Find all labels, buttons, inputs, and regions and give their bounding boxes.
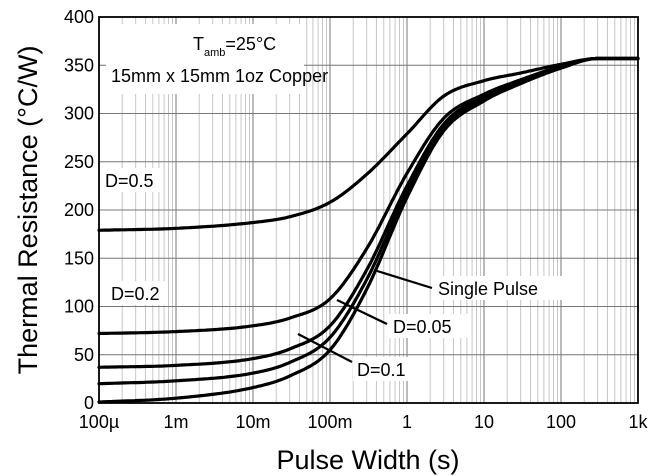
series-label-d05: D=0.5	[105, 171, 154, 191]
temperature-annotation: Tamb=25°C	[193, 34, 276, 59]
t-value: =25°C	[225, 34, 276, 54]
y-tick-label: 150	[64, 248, 94, 268]
y-tick-labels: 0 50 100 150 200 250 300 350 400	[64, 7, 94, 413]
series-label-d02: D=0.2	[111, 284, 160, 304]
label-bg-single	[434, 276, 576, 300]
series-label-d005: D=0.05	[393, 317, 452, 337]
y-tick-label: 0	[84, 393, 94, 413]
y-tick-label: 400	[64, 7, 94, 27]
x-axis-title: Pulse Width (s)	[276, 445, 459, 475]
x-tick-label: 100m	[307, 412, 352, 432]
series-line-single-pulse	[97, 56, 640, 404]
x-tick-label: 10m	[235, 412, 270, 432]
condition-box	[106, 24, 304, 94]
x-tick-label: 100µ	[79, 412, 119, 432]
label-bg-d01	[353, 357, 411, 381]
series-label-d01: D=0.1	[357, 360, 406, 380]
series-line-d-0-5	[97, 56, 640, 232]
x-tick-label: 1k	[628, 412, 648, 432]
leader-d005	[336, 299, 388, 325]
y-tick-label: 100	[64, 297, 94, 317]
x-tick-labels: 100µ 1m 10m 100m 1 10 100 1k	[79, 412, 649, 432]
x-tick-label: 1m	[163, 412, 188, 432]
curves	[97, 56, 640, 404]
t-subscript: amb	[204, 47, 225, 59]
y-tick-label: 300	[64, 104, 94, 124]
x-tick-label: 100	[546, 412, 576, 432]
y-tick-label: 200	[64, 200, 94, 220]
leader-d01	[297, 333, 353, 363]
series-label-single-pulse: Single Pulse	[438, 279, 538, 299]
x-tick-label: 10	[474, 412, 494, 432]
y-tick-label: 250	[64, 152, 94, 172]
x-tick-label: 1	[402, 412, 412, 432]
copper-annotation: 15mm x 15mm 1oz Copper	[111, 66, 328, 86]
y-tick-label: 350	[64, 55, 94, 75]
label-bg-d05	[102, 168, 160, 192]
y-axis-title: Thermal Resistance (°C/W)	[13, 46, 43, 375]
t-letter: T	[193, 34, 204, 54]
y-tick-label: 50	[74, 345, 94, 365]
label-bg-d005	[389, 314, 469, 338]
leader-single-pulse	[373, 268, 433, 290]
plot-frame	[98, 16, 639, 404]
label-bg-d02	[108, 281, 166, 305]
